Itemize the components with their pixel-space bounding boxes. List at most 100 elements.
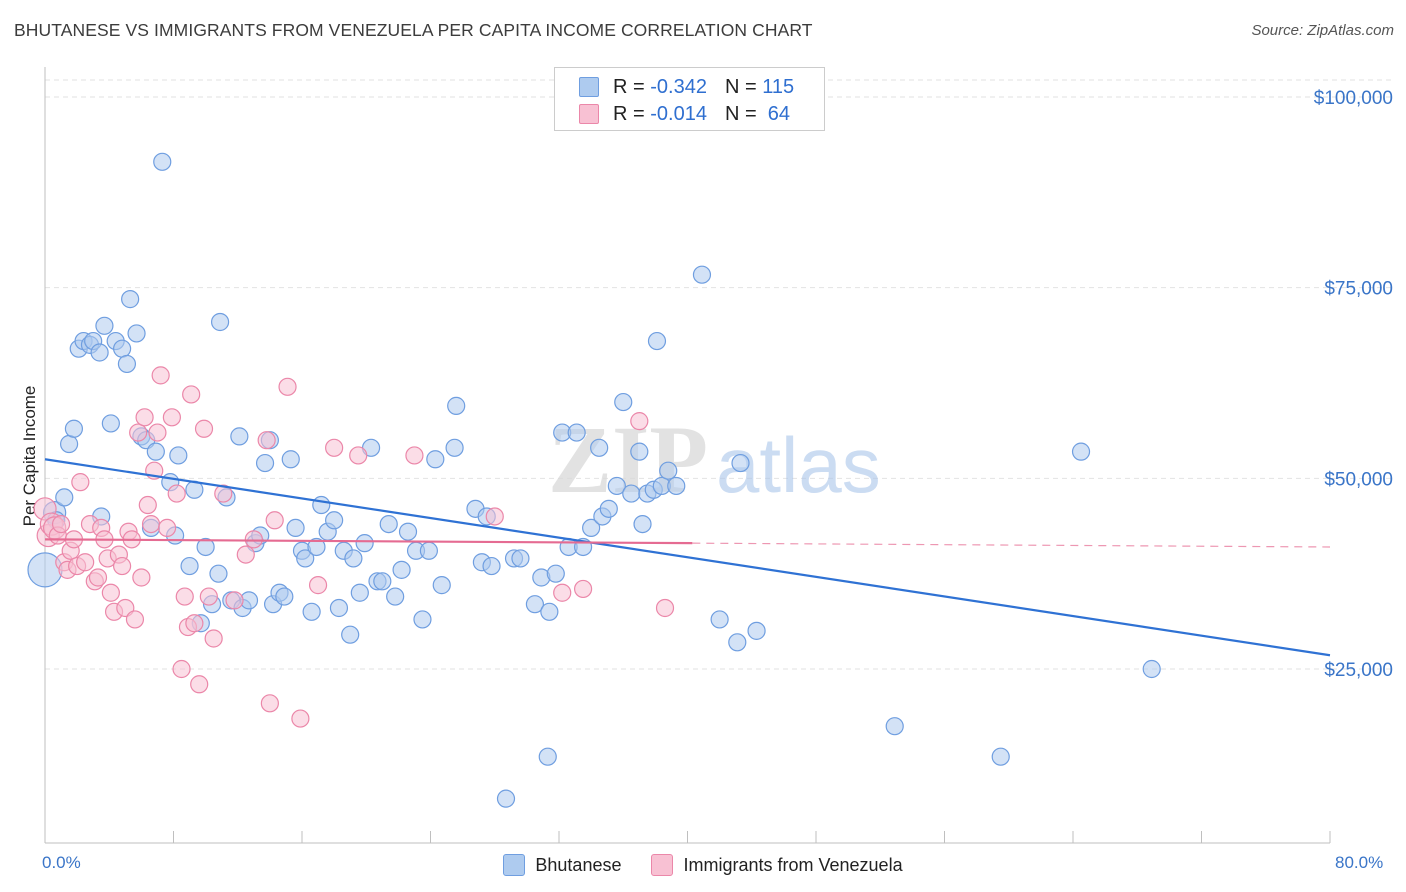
point-venezuela	[112, 556, 132, 576]
trend-line-venezuela-extension	[692, 542, 1331, 548]
point-bhutanese	[101, 414, 120, 433]
point-bhutanese	[511, 549, 530, 568]
point-bhutanese	[281, 450, 300, 469]
point-venezuela	[135, 408, 154, 427]
point-bhutanese	[117, 354, 137, 374]
point-venezuela	[405, 446, 424, 465]
n-label: N =	[724, 102, 757, 125]
point-venezuela	[265, 511, 284, 530]
point-bhutanese	[590, 438, 609, 457]
stats-row-bhutanese: R = -0.342 N = 115	[579, 74, 794, 100]
point-bhutanese	[1071, 442, 1091, 461]
n-value: 64	[767, 102, 791, 125]
point-venezuela	[138, 495, 157, 515]
series-bhutanese	[27, 152, 1161, 808]
point-bhutanese	[426, 450, 445, 469]
r-value: -0.342	[650, 75, 707, 98]
legend-label-bhutanese: Bhutanese	[535, 854, 622, 875]
point-venezuela	[349, 446, 368, 465]
point-venezuela	[655, 598, 675, 618]
legend-item-bhutanese[interactable]: Bhutanese	[503, 854, 621, 876]
point-venezuela	[257, 431, 276, 450]
trend-lines	[44, 458, 1331, 657]
point-bhutanese	[329, 598, 349, 618]
point-venezuela	[630, 412, 649, 431]
series-legend: Bhutanese Immigrants from Venezuela	[0, 852, 1406, 878]
point-bhutanese	[296, 549, 315, 568]
point-bhutanese	[209, 564, 228, 583]
point-bhutanese	[630, 442, 649, 461]
point-bhutanese	[710, 610, 729, 629]
point-bhutanese	[127, 324, 146, 343]
point-bhutanese	[599, 499, 618, 518]
point-venezuela	[260, 694, 279, 713]
point-bhutanese	[90, 343, 109, 362]
y-tick-label: $75,000	[1324, 279, 1393, 300]
point-bhutanese	[614, 392, 633, 412]
source-label: Source: ZipAtlas.com	[1251, 22, 1394, 39]
point-bhutanese	[885, 717, 904, 736]
point-bhutanese	[121, 290, 140, 309]
trend-line-bhutanese	[44, 458, 1331, 657]
point-venezuela	[141, 514, 161, 534]
point-bhutanese	[538, 747, 557, 766]
point-venezuela	[88, 568, 108, 587]
point-bhutanese	[413, 610, 432, 629]
point-bhutanese	[341, 625, 360, 644]
point-bhutanese	[112, 339, 132, 358]
legend-swatch-venezuela	[651, 854, 674, 876]
point-bhutanese	[95, 316, 114, 335]
point-bhutanese	[355, 534, 374, 553]
point-bhutanese	[350, 583, 369, 602]
point-venezuela	[244, 530, 263, 549]
point-bhutanese	[59, 434, 79, 454]
point-venezuela	[225, 591, 244, 610]
point-bhutanese	[582, 518, 601, 538]
point-bhutanese	[659, 461, 678, 480]
point-bhutanese	[373, 572, 392, 591]
point-bhutanese	[230, 427, 249, 446]
point-bhutanese	[546, 564, 565, 583]
stats-legend: R = -0.342 N = 115 R = -0.014 N = 64	[554, 67, 825, 131]
point-bhutanese	[482, 556, 501, 576]
point-venezuela	[129, 423, 148, 442]
point-venezuela	[157, 518, 177, 538]
point-bhutanese	[540, 602, 559, 621]
point-bhutanese	[731, 453, 750, 473]
point-bhutanese	[398, 522, 418, 541]
y-tick-label: $100,000	[1314, 88, 1393, 109]
point-venezuela	[71, 473, 90, 492]
point-bhutanese	[146, 442, 165, 461]
point-bhutanese	[525, 595, 545, 614]
point-bhutanese	[302, 602, 321, 621]
x-tick-label-max: 80.0%	[1335, 853, 1384, 872]
axes	[44, 67, 1331, 844]
point-bhutanese	[419, 541, 438, 560]
watermark: ZIP atlas	[548, 406, 881, 513]
point-venezuela	[214, 484, 233, 503]
x-tick-label-min: 0.0%	[42, 853, 81, 872]
point-bhutanese	[647, 331, 667, 351]
point-bhutanese	[307, 537, 326, 557]
legend-item-venezuela[interactable]: Immigrants from Venezuela	[651, 854, 903, 876]
point-bhutanese	[445, 438, 464, 457]
point-venezuela	[194, 419, 214, 438]
point-venezuela	[553, 583, 572, 602]
gridlines	[45, 79, 1392, 670]
point-bhutanese	[692, 265, 712, 284]
point-bhutanese	[567, 423, 586, 442]
point-venezuela	[51, 514, 71, 534]
point-bhutanese	[312, 495, 331, 515]
trend-line-venezuela	[44, 538, 693, 545]
point-bhutanese	[1142, 659, 1161, 679]
point-venezuela	[175, 587, 194, 606]
point-bhutanese	[991, 747, 1010, 766]
point-venezuela	[101, 583, 120, 602]
chart-title: BHUTANESE VS IMMIGRANTS FROM VENEZUELA P…	[14, 20, 813, 40]
point-bhutanese	[286, 518, 305, 538]
stats-row-venezuela: R = -0.014 N = 64	[579, 101, 790, 127]
point-bhutanese	[55, 488, 74, 507]
point-bhutanese	[169, 446, 188, 465]
point-bhutanese	[196, 537, 215, 557]
